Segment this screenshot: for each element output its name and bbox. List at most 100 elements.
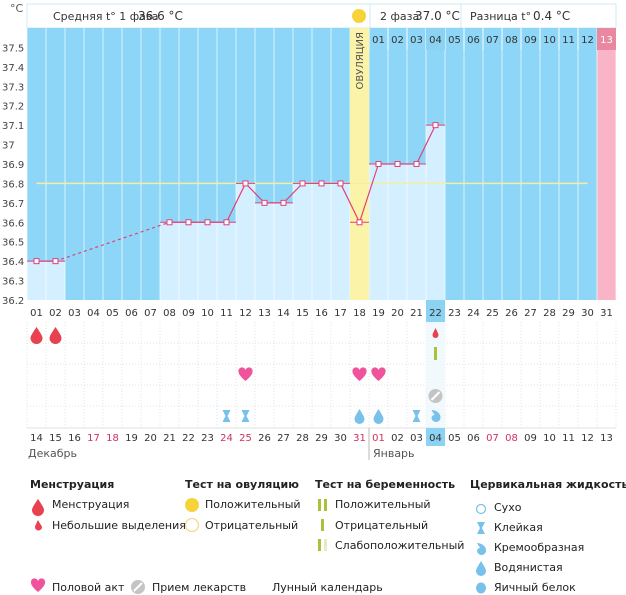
y-tick-label: 37.5 — [2, 43, 24, 54]
temperature-point — [394, 161, 401, 167]
cervical-sticky-icon — [477, 522, 485, 534]
legend-cervical-dry: Сухо — [494, 501, 522, 514]
y-tick-label: 37.1 — [2, 121, 24, 132]
date-label: 20 — [144, 433, 157, 444]
lunar-moon-icon — [257, 580, 268, 594]
header-box — [26, 3, 617, 29]
date-label: 17 — [87, 433, 100, 444]
cycle-day-label: 28 — [543, 308, 556, 319]
temperature-point — [280, 199, 287, 206]
heart-icon — [30, 578, 46, 592]
temperature-segment — [283, 183, 303, 204]
temperature-bar — [160, 222, 179, 300]
y-unit-label: °C — [10, 2, 24, 15]
ovulation-band: ОВУЛЯЦИЯ — [350, 28, 369, 300]
date-label: 21 — [163, 433, 176, 444]
cycle-day-label: 08 — [163, 308, 176, 319]
legend-ovulation-positive: Положительный — [205, 498, 301, 511]
temperature-point — [337, 180, 344, 187]
temperature-bar — [426, 125, 445, 301]
luteal-day-label: 05 — [448, 35, 461, 46]
temperature-point — [413, 161, 420, 167]
cervical-sticky-icon — [222, 410, 231, 422]
temperature-segment — [225, 183, 247, 223]
date-label: 26 — [258, 433, 271, 444]
cycle-day-label: 09 — [182, 308, 195, 319]
temperature-segment — [245, 183, 265, 204]
temperature-bar — [179, 222, 198, 300]
y-tick-label: 36.7 — [2, 199, 24, 210]
date-label: 27 — [277, 433, 290, 444]
temperature-point — [33, 258, 40, 265]
cycle-day-label: 05 — [106, 308, 119, 319]
cycle-day-label: 10 — [201, 308, 214, 319]
legend-pregnancy-title: Тест на беременность — [315, 478, 456, 491]
ovulation-sun-icon — [352, 9, 366, 23]
date-label: 08 — [505, 433, 518, 444]
cycle-day-label: 18 — [353, 308, 366, 319]
date-label: 31 — [353, 433, 366, 444]
medication-icon-stroke — [430, 391, 441, 401]
selected-date-cell — [426, 428, 445, 446]
next-cycle-band — [597, 28, 616, 300]
date-label: 30 — [334, 433, 347, 444]
date-label: 04 — [429, 433, 442, 444]
luteal-day-label: 11 — [562, 35, 575, 46]
temperature-bar — [236, 183, 255, 300]
medication-icon-stroke — [133, 582, 143, 592]
menstruation-drop-icon — [49, 327, 62, 344]
temperature-point — [318, 180, 325, 187]
legend-pregnancy-positive: Положительный — [335, 498, 431, 511]
cycle-day-label: 26 — [505, 308, 518, 319]
ovulation-label: ОВУЛЯЦИЯ — [355, 32, 366, 90]
cycle-day-label: 25 — [486, 308, 499, 319]
diff-value: 0.4 °C — [533, 9, 570, 23]
cervical-dry-icon — [475, 503, 487, 515]
temperature-point — [375, 161, 382, 167]
temperature-bar — [312, 183, 331, 300]
date-label: 23 — [201, 433, 214, 444]
legend-lunar: Лунный календарь — [272, 581, 383, 594]
date-label: 07 — [486, 433, 499, 444]
cervical-sticky-icon — [241, 410, 250, 422]
legend-pregnancy-weak: Слабоположительный — [335, 539, 465, 552]
legend-menstruation-title: Менструация — [30, 478, 115, 491]
cycle-day-label: 22 — [429, 308, 442, 319]
y-tick-label: 36.6 — [2, 218, 24, 229]
y-tick-label: 36.2 — [2, 296, 24, 307]
y-tick-label: 37.3 — [2, 82, 24, 93]
temperature-bar — [27, 261, 46, 300]
phase2-label: 2 фаза — [380, 10, 419, 23]
ovulation-positive-icon — [185, 498, 199, 512]
cycle-day-label: 27 — [524, 308, 537, 319]
temperature-bar — [217, 222, 236, 300]
cycle-day-label: 12 — [239, 308, 252, 319]
date-label: 15 — [49, 433, 62, 444]
menstruation-drop-icon — [30, 327, 43, 344]
legend-intercourse: Половой акт — [52, 581, 125, 594]
diff-label: Разница t° — [470, 10, 531, 23]
temperature-bar — [255, 202, 274, 300]
temperature-segment — [55, 221, 170, 262]
pregnancy-test-icon — [434, 347, 437, 360]
date-label: 25 — [239, 433, 252, 444]
selected-day-cell — [426, 28, 445, 50]
date-row — [27, 428, 616, 446]
next-cycle-day-label: 13 — [600, 35, 613, 46]
temperature-bar — [331, 183, 350, 300]
luteal-day-label: 03 — [410, 35, 423, 46]
cycle-day-label: 11 — [220, 308, 233, 319]
cycle-day-label: 13 — [258, 308, 271, 319]
temperature-point — [432, 122, 439, 129]
y-tick-label: 37.2 — [2, 102, 24, 113]
temperature-point — [299, 180, 306, 187]
date-label: 16 — [68, 433, 81, 444]
temperature-bar — [46, 261, 65, 300]
selected-day-column — [426, 322, 445, 428]
date-label: 09 — [524, 433, 537, 444]
date-label: 02 — [391, 433, 404, 444]
temperature-point — [204, 219, 211, 226]
spotting-drop-icon — [35, 520, 42, 531]
date-label: 18 — [106, 433, 119, 444]
